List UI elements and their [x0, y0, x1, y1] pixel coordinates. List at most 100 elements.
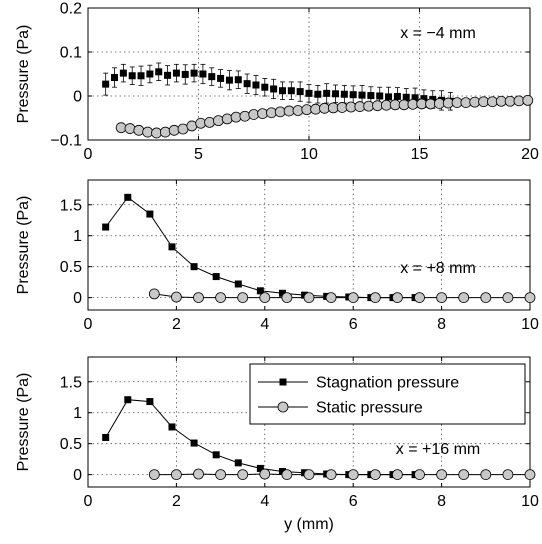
static-point	[480, 292, 492, 304]
stagnation-point	[128, 72, 136, 80]
static-point	[193, 468, 204, 480]
stagnation-point	[168, 423, 176, 431]
static-point	[151, 127, 162, 139]
legend: Stagnation pressure Static pressure	[249, 363, 526, 425]
static-point	[502, 292, 514, 304]
y-tick-label: 0	[73, 290, 82, 307]
stagnation-point	[256, 287, 264, 295]
stagnation-point	[305, 89, 313, 97]
static-point	[237, 469, 249, 481]
stagnation-point	[102, 223, 110, 231]
stagnation-point	[119, 69, 127, 77]
stagnation-point	[376, 92, 384, 100]
static-point	[133, 124, 145, 136]
y-tick-label: 1.5	[60, 197, 82, 214]
static-point	[124, 123, 136, 134]
static-point	[458, 292, 470, 304]
static-point	[212, 115, 224, 127]
y-tick-label: 1	[73, 405, 82, 422]
stagnation-point	[146, 398, 154, 406]
stagnation-point	[212, 451, 220, 459]
stagnation-point	[234, 280, 242, 288]
x-tick-label: 8	[437, 493, 446, 510]
stagnation-point	[102, 433, 110, 441]
stagnation-point	[332, 90, 340, 98]
stagnation-point	[243, 80, 251, 88]
y-tick-label: 1	[73, 228, 82, 245]
static-point	[502, 469, 514, 481]
static-point	[391, 469, 403, 481]
y-tick-label: 0	[73, 89, 82, 106]
static-point	[310, 103, 322, 115]
x-tick-label: 10	[521, 316, 539, 333]
static-point	[369, 469, 381, 481]
stagnation-point	[261, 83, 269, 91]
static-point	[215, 469, 227, 481]
stagnation-point	[287, 87, 295, 95]
static-point	[414, 469, 425, 481]
static-point	[257, 108, 268, 119]
panel-annotation: x = −4 mm	[400, 25, 476, 42]
static-point	[237, 292, 249, 304]
static-point	[522, 95, 534, 106]
stagnation-point	[181, 70, 189, 78]
static-point	[303, 469, 315, 481]
stagnation-point	[225, 76, 233, 84]
legend-label: Stagnation pressure	[316, 375, 459, 392]
stagnation-point	[402, 93, 410, 101]
y-tick-label: 1.5	[60, 374, 82, 391]
static-point	[436, 469, 448, 481]
stagnation-point	[208, 73, 216, 81]
panel-3: 0 2 4 6 8 10 0 0.5 1 1.5 Pressure (Pa) y (mm) x = +1…	[15, 356, 539, 533]
x-tick-label: 4	[260, 493, 269, 510]
static-point	[259, 468, 271, 480]
static-point	[259, 292, 271, 304]
static-point	[369, 292, 381, 304]
x-tick-label: 20	[521, 146, 539, 163]
static-point	[221, 113, 233, 125]
static-point	[524, 292, 536, 304]
stagnation-point	[411, 94, 419, 102]
stagnation-point	[270, 85, 278, 93]
x-tick-label: 2	[172, 493, 181, 510]
stagnation-point	[111, 74, 119, 82]
y-tick-label: 0.5	[60, 259, 82, 276]
stagnation-point	[349, 91, 357, 99]
stagnation-point	[164, 71, 172, 79]
stagnation-point	[124, 396, 132, 404]
x-tick-label: 0	[84, 146, 93, 163]
stagnation-point	[340, 90, 348, 98]
static-point	[391, 292, 403, 304]
y-axis-label: Pressure (Pa)	[15, 25, 32, 124]
static-point	[186, 120, 198, 132]
static-point	[230, 111, 242, 123]
static-point	[170, 469, 182, 481]
static-point	[524, 469, 536, 481]
stagnation-point	[190, 439, 198, 447]
x-axis-label: y (mm)	[284, 516, 334, 533]
stagnation-point	[256, 464, 264, 472]
static-point	[239, 110, 251, 122]
static-point	[303, 292, 315, 304]
plot-frame	[87, 179, 531, 311]
static-point	[292, 105, 304, 116]
static-point	[347, 292, 359, 304]
static-point	[168, 124, 180, 136]
legend-marker-square	[279, 378, 287, 386]
stagnation-point	[102, 80, 110, 88]
y-tick-label: −0.1	[50, 133, 82, 150]
stagnation-point	[234, 459, 242, 467]
panel-2: 0 2 4 6 8 10 0 0.5 1 1.5 Pressure (Pa) x = +8 mm	[15, 179, 539, 333]
panel-annotation: x = +8 mm	[400, 260, 476, 277]
y-tick-label: 0	[73, 467, 82, 484]
stagnation-point	[420, 95, 428, 103]
stagnation-point	[212, 273, 220, 281]
stagnation-point	[190, 263, 198, 271]
stagnation-point	[234, 76, 242, 84]
static-point	[274, 106, 286, 118]
x-tick-label: 10	[521, 493, 539, 510]
static-point	[148, 288, 160, 300]
static-point	[170, 291, 182, 303]
